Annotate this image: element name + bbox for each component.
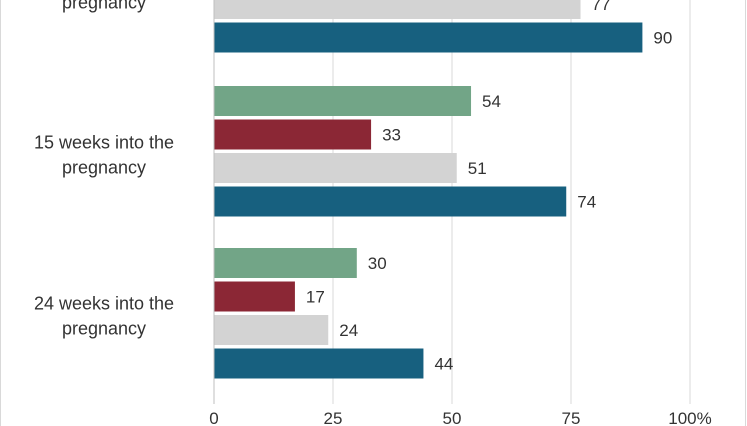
bar xyxy=(214,281,295,312)
bar xyxy=(214,86,472,116)
category-label: pregnancy xyxy=(62,158,146,178)
data-label: 33 xyxy=(382,126,401,145)
data-label: 30 xyxy=(368,254,387,273)
x-tick-label: 25 xyxy=(324,409,343,426)
bar xyxy=(214,119,372,150)
data-label: 90 xyxy=(653,29,672,48)
bar xyxy=(214,348,424,379)
category-label: 15 weeks into the xyxy=(34,133,174,153)
x-tick-label: 50 xyxy=(443,409,462,426)
category-label: pregnancy xyxy=(62,319,146,339)
data-label: 77 xyxy=(592,0,611,14)
data-label: 51 xyxy=(468,159,487,178)
x-tick-label: 75 xyxy=(562,409,581,426)
category-label: pregnancy xyxy=(62,0,146,13)
x-tick-label: 100% xyxy=(668,409,711,426)
category-label: 24 weeks into the xyxy=(34,294,174,314)
data-label: 24 xyxy=(339,321,358,340)
bar xyxy=(214,0,581,19)
bar xyxy=(214,186,567,217)
data-label: 44 xyxy=(434,355,453,374)
bar xyxy=(214,248,357,278)
data-label: 54 xyxy=(482,92,501,111)
x-tick-label: 0 xyxy=(209,409,218,426)
bar xyxy=(214,22,643,53)
bar xyxy=(214,315,329,345)
bar xyxy=(214,153,457,183)
data-label: 17 xyxy=(306,288,325,307)
data-label: 74 xyxy=(577,193,596,212)
